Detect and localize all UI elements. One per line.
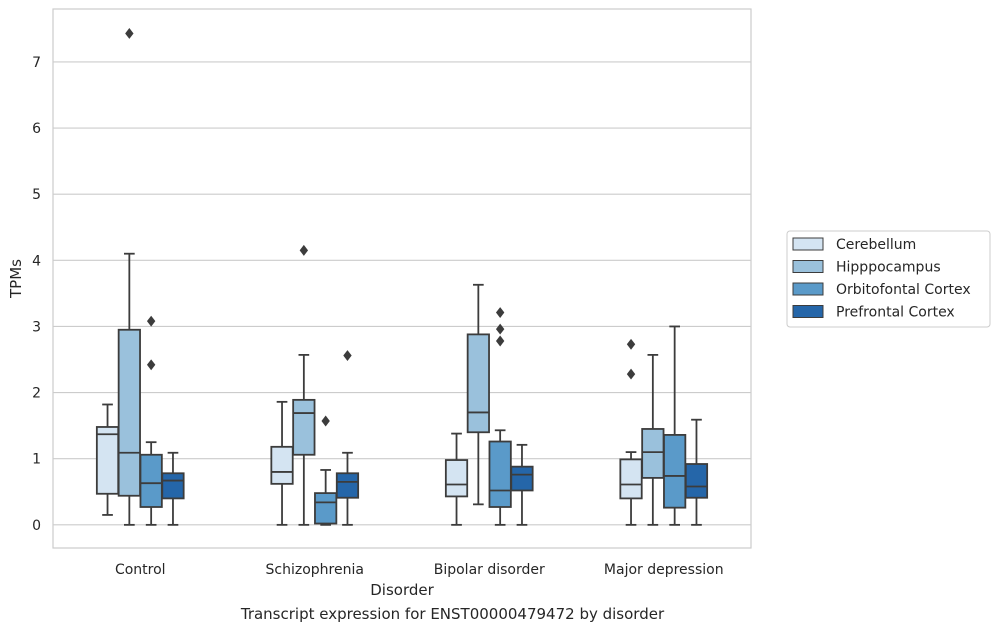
outlier-point bbox=[343, 350, 352, 362]
legend-item: Prefrontal Cortex bbox=[792, 305, 955, 321]
grid-layer bbox=[53, 61, 751, 526]
x-tick-label: Bipolar disorder bbox=[434, 562, 545, 578]
y-tick-label: 0 bbox=[32, 518, 41, 534]
box-prefrontal-cortex bbox=[161, 451, 185, 526]
legend-swatch bbox=[792, 282, 824, 296]
outlier-point bbox=[495, 335, 505, 347]
outlier-point bbox=[146, 359, 156, 371]
box-iqr bbox=[684, 463, 709, 499]
box-iqr bbox=[314, 492, 338, 525]
figure-caption: Transcript expression for ENST0000047947… bbox=[240, 605, 665, 623]
legend-item: Cerebellum bbox=[792, 237, 916, 253]
box-cerebellum bbox=[270, 400, 294, 526]
box-hipppocampus bbox=[641, 353, 665, 526]
plot-frame bbox=[52, 8, 752, 549]
box-iqr bbox=[488, 440, 512, 508]
box-iqr bbox=[619, 458, 643, 500]
outlier-point bbox=[321, 415, 330, 427]
outlier-point bbox=[495, 323, 505, 335]
box-orbitofontal-cortex bbox=[139, 315, 163, 526]
legend-label: Prefrontal Cortex bbox=[836, 305, 955, 321]
legend-swatch bbox=[792, 237, 824, 251]
y-tick-label: 3 bbox=[32, 319, 41, 335]
box-iqr bbox=[292, 398, 316, 456]
box-orbitofontal-cortex bbox=[314, 415, 338, 526]
legend-swatch bbox=[792, 305, 824, 318]
outlier-point bbox=[626, 338, 636, 350]
x-tick-label: Schizophrenia bbox=[266, 562, 364, 578]
legend-frame bbox=[786, 230, 991, 328]
legend-label: Cerebellum bbox=[836, 237, 916, 253]
y-tick-label: 6 bbox=[32, 121, 41, 137]
box-iqr bbox=[95, 426, 120, 495]
y-tick-label: 7 bbox=[32, 55, 41, 71]
box-iqr bbox=[270, 445, 294, 485]
legend-item: Hipppocampus bbox=[792, 260, 941, 276]
outlier-point bbox=[125, 28, 134, 39]
legend-swatch bbox=[792, 260, 824, 273]
y-axis-label: TPMs bbox=[7, 259, 25, 299]
x-tick-label: Control bbox=[115, 562, 166, 578]
box-cerebellum bbox=[444, 432, 469, 526]
legend-item: Orbitofontal Cortex bbox=[792, 282, 971, 298]
box-prefrontal-cortex bbox=[335, 350, 360, 526]
y-tick-label: 1 bbox=[32, 452, 41, 468]
box-hipppocampus bbox=[466, 283, 490, 506]
box-iqr bbox=[466, 333, 490, 434]
outlier-point bbox=[626, 368, 636, 380]
legend: Cerebellum Hipppocampus Orbitofontal Corte… bbox=[786, 230, 991, 328]
box-hipppocampus bbox=[117, 28, 141, 526]
x-axis-label: Disorder bbox=[370, 581, 434, 599]
box-iqr bbox=[139, 453, 163, 508]
boxes-layer bbox=[95, 28, 709, 526]
y-tick-label: 5 bbox=[32, 187, 41, 203]
box-cerebellum bbox=[95, 403, 120, 516]
box-prefrontal-cortex bbox=[684, 418, 709, 526]
box-hipppocampus bbox=[292, 244, 316, 526]
box-iqr bbox=[161, 472, 185, 500]
legend-label: Hipppocampus bbox=[836, 260, 941, 276]
x-tick-label: Major depression bbox=[604, 562, 724, 578]
box-iqr bbox=[641, 428, 665, 479]
x-tick-labels: Control Schizophrenia Bipolar disorder Majo… bbox=[115, 562, 724, 578]
box-orbitofontal-cortex bbox=[663, 325, 687, 526]
box-orbitofontal-cortex bbox=[488, 307, 512, 526]
box-iqr bbox=[335, 472, 360, 499]
y-tick-labels: 0 1 2 3 4 5 6 7 bbox=[32, 55, 41, 534]
outlier-point bbox=[495, 307, 505, 319]
box-iqr bbox=[117, 328, 141, 497]
box-iqr bbox=[444, 459, 469, 498]
legend-label: Orbitofontal Cortex bbox=[836, 282, 971, 298]
box-iqr bbox=[663, 434, 687, 509]
y-tick-label: 4 bbox=[32, 253, 41, 269]
outlier-point bbox=[146, 315, 156, 327]
box-prefrontal-cortex bbox=[510, 443, 534, 526]
box-cerebellum bbox=[619, 338, 643, 526]
outlier-point bbox=[299, 244, 309, 256]
y-tick-label: 2 bbox=[32, 386, 41, 402]
box-iqr bbox=[510, 465, 534, 492]
